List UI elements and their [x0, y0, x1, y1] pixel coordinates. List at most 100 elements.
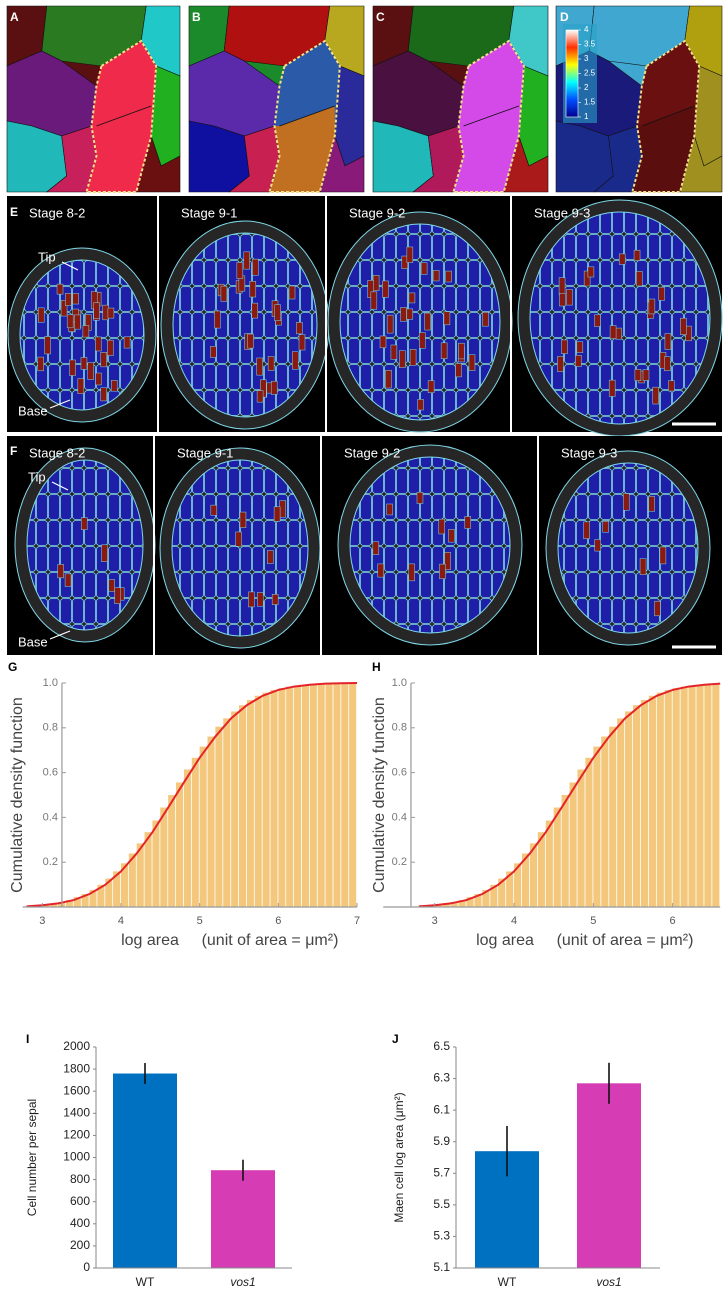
y-tick-label: 0.4 [43, 811, 58, 823]
dividing-cell [100, 387, 107, 402]
cell [503, 134, 549, 193]
dividing-cell [406, 308, 414, 320]
dividing-cell [455, 363, 462, 378]
dividing-cell [243, 251, 251, 270]
dividing-cell [107, 307, 115, 319]
histogram-bar [65, 900, 73, 907]
histogram-bar [341, 683, 349, 907]
y-tick-label: 200 [70, 1238, 90, 1252]
dividing-cell [95, 372, 102, 386]
dividing-cell [56, 283, 64, 295]
dividing-cell [270, 381, 278, 395]
histogram-bar [207, 736, 215, 907]
dividing-cell [615, 327, 622, 340]
panel-label: I [26, 1032, 29, 1046]
dividing-cell [642, 369, 650, 381]
image-separator [153, 436, 155, 655]
dividing-cell [668, 380, 675, 392]
panel-label: F [10, 444, 17, 458]
dividing-cell [445, 270, 452, 283]
dividing-cell [210, 346, 217, 358]
dividing-cell [220, 285, 228, 302]
tip-label: Tip [28, 469, 46, 484]
histogram-bar [349, 683, 357, 907]
image-separator [510, 196, 512, 432]
dividing-cell [256, 592, 264, 607]
dividing-cell [298, 334, 306, 351]
y-axis-label: Cumulative density function [371, 697, 388, 893]
dividing-cell [93, 302, 100, 319]
dividing-cell [420, 262, 428, 275]
dividing-cell [400, 307, 407, 322]
dividing-cell [279, 500, 286, 518]
cell [135, 134, 181, 193]
histogram-bar [482, 889, 490, 907]
cell-outline [85, 39, 158, 193]
histogram-bar [712, 683, 720, 907]
dividing-cell [622, 493, 630, 511]
dividing-cell [440, 342, 448, 359]
colorbar-tick-label: 3 [584, 54, 589, 63]
dividing-cell [416, 492, 424, 504]
histogram-bar [490, 884, 498, 907]
y-tick-label: 1400 [63, 1105, 90, 1119]
x-tick-label: 4 [118, 915, 124, 927]
histogram-bar [333, 683, 341, 907]
histogram-bar [577, 769, 585, 907]
dividing-cell [594, 314, 601, 327]
histogram-bar [466, 897, 474, 907]
y-axis-label: Cumulative density function [9, 697, 26, 893]
x-tick-label: 5 [197, 915, 203, 927]
dividing-cell [288, 285, 296, 300]
dividing-cell [458, 342, 465, 360]
dividing-cell [249, 280, 257, 298]
x-tick-label: vos1 [596, 1275, 621, 1289]
base-pointer [49, 399, 71, 409]
colorbar-tick-label: 4 [584, 25, 589, 34]
stage-label: Stage 9-2 [349, 205, 405, 220]
y-tick-label: 1000 [63, 1150, 90, 1164]
x-tick-label: 3 [432, 915, 438, 927]
histogram-bar [498, 878, 506, 907]
dividing-cell [379, 335, 387, 349]
histogram-bar [442, 903, 450, 907]
dividing-cell [558, 277, 566, 296]
histogram-bar [696, 684, 704, 907]
histogram-bar [640, 700, 649, 907]
panel-label: A [10, 10, 19, 24]
tip-pointer [61, 261, 79, 271]
dividing-cell [291, 351, 299, 370]
dividing-cell [652, 386, 659, 405]
histogram-bar [632, 705, 641, 907]
dividing-cell [408, 292, 416, 304]
dividing-cell [95, 336, 102, 352]
panel-label: B [192, 10, 201, 24]
cell-outline [452, 39, 525, 193]
dividing-cell [80, 517, 88, 530]
y-tick-label: 6.3 [433, 1071, 450, 1085]
histogram-bar [569, 782, 577, 907]
dividing-cell [464, 516, 472, 529]
dividing-cell [386, 314, 394, 334]
sepal-cells [19, 259, 145, 411]
sepal-cells [349, 456, 511, 634]
histogram-bar [50, 903, 58, 907]
dividing-cell [235, 531, 242, 547]
fit-curve [26, 682, 358, 908]
histogram-bar [152, 820, 160, 907]
dividing-cell [377, 563, 384, 578]
histogram-bar [656, 692, 664, 907]
dividing-cell [648, 298, 656, 315]
histogram-bar [199, 746, 207, 907]
x-axis-label: log area [121, 932, 179, 949]
dividing-cell [214, 310, 221, 329]
dividing-cell [390, 344, 398, 360]
histogram-bar [105, 878, 113, 907]
histogram-bar [514, 863, 522, 907]
dividing-cell [66, 314, 74, 329]
tip-pointer [51, 481, 69, 491]
dividing-cell [65, 293, 72, 306]
y-tick-label: 5.5 [433, 1197, 450, 1211]
dividing-cell [44, 336, 51, 355]
